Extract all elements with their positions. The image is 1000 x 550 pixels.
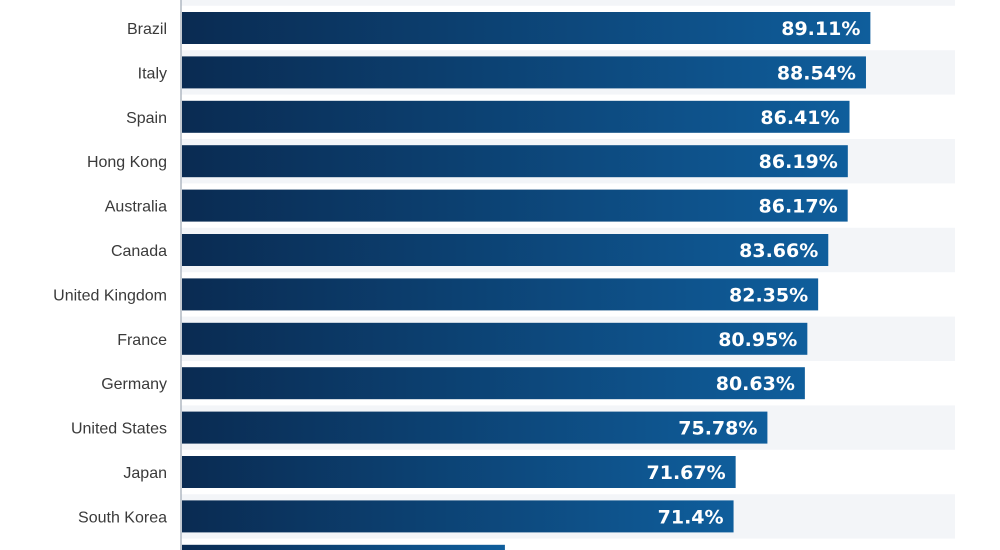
category-label: Brazil: [127, 21, 167, 38]
category-label: Australia: [105, 199, 167, 216]
data-label: 80.95%: [718, 329, 797, 351]
bar: [182, 278, 819, 311]
bar-layer: [182, 12, 871, 550]
bar: [182, 456, 736, 488]
data-label: 89.11%: [781, 18, 860, 40]
category-label: United Kingdom: [53, 287, 167, 304]
data-label: 71.67%: [647, 462, 726, 484]
bar: [182, 411, 768, 444]
bar: [182, 500, 734, 533]
bar: [182, 189, 848, 222]
bar: [182, 100, 850, 133]
bar: [182, 145, 848, 178]
category-label: Spain: [126, 110, 167, 127]
bar: [182, 367, 805, 400]
data-label: 82.35%: [729, 284, 808, 306]
category-label-layer: Brazil Italy Spain Hong Kong Australia Canada…: [53, 21, 167, 526]
category-label: Germany: [101, 376, 167, 393]
category-label: Hong Kong: [87, 154, 167, 171]
row-background: [181, 0, 955, 6]
bar: [182, 56, 866, 89]
data-label: 71.4%: [658, 506, 724, 528]
category-label: France: [117, 332, 167, 349]
data-label: 83.66%: [739, 240, 818, 262]
bar-partial-bottom: [182, 544, 505, 550]
data-label: 80.63%: [716, 373, 795, 395]
category-label: Italy: [138, 65, 167, 82]
data-label: 86.41%: [760, 107, 839, 129]
category-label: South Korea: [78, 509, 167, 526]
bar: [182, 234, 829, 266]
value-label-layer: 89.11% 88.54% 86.41% 86.19% 86.17% 83.66% 82.3…: [647, 18, 861, 528]
category-label: Japan: [123, 465, 167, 482]
bar: [182, 12, 871, 44]
category-label: United States: [71, 421, 167, 438]
data-label: 75.78%: [678, 418, 757, 440]
data-label: 86.19%: [759, 151, 838, 173]
category-label: Canada: [111, 243, 167, 260]
data-label: 86.17%: [759, 196, 838, 218]
bar: [182, 322, 808, 355]
data-label: 88.54%: [777, 62, 856, 84]
